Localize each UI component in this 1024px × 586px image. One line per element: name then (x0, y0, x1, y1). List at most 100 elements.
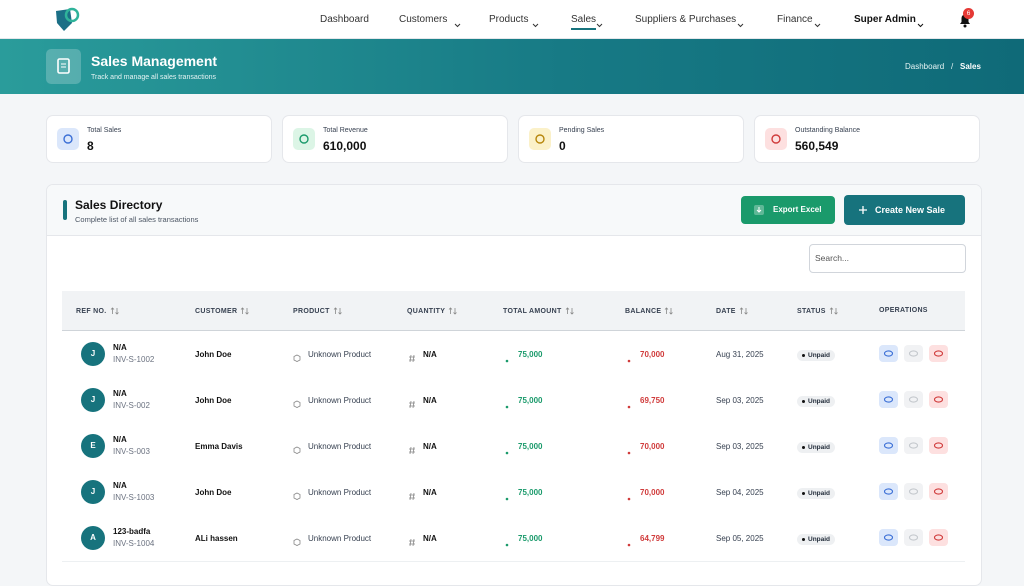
stat-label: Outstanding Balance (795, 127, 860, 134)
stat-icon (57, 128, 79, 150)
column-header[interactable]: BALANCE (625, 307, 674, 315)
product-icon-svg (293, 446, 301, 454)
dropdown-caret-svg (737, 23, 744, 28)
logo (56, 7, 80, 31)
product-icon (293, 488, 301, 506)
hash-icon-svg (409, 538, 415, 547)
edit-button[interactable] (904, 391, 923, 408)
table-row: J N/A INV-S-1002 John Doe Unknown Product N/A… (62, 331, 965, 378)
view-button[interactable] (879, 391, 898, 408)
nav-link[interactable]: Products (489, 14, 529, 25)
hash-icon-svg (409, 354, 415, 363)
currency-icon-svg (627, 451, 631, 455)
nav-link[interactable]: Finance (777, 14, 813, 25)
hash-icon (408, 396, 416, 414)
edit-button[interactable] (904, 437, 923, 454)
delete-button[interactable] (929, 437, 948, 454)
export-button[interactable]: Export Excel (741, 196, 835, 224)
stat-value: 0 (559, 139, 566, 153)
edit-button[interactable] (904, 345, 923, 362)
sort-icon[interactable] (565, 307, 575, 315)
currency-icon (505, 489, 510, 507)
sort-icon[interactable] (333, 307, 343, 315)
currency-icon-svg (505, 543, 509, 547)
sort-icon[interactable] (664, 307, 674, 315)
sort-icon[interactable] (448, 307, 458, 315)
customer: Emma Davis (195, 442, 243, 451)
top-nav: Dashboard Customers Products Sales Suppliers… (0, 0, 1024, 39)
quantity: N/A (423, 396, 437, 405)
sort-icon[interactable] (110, 307, 120, 315)
stat-card: Total Revenue 610,000 (282, 115, 508, 163)
dropdown-caret (917, 16, 924, 34)
plus-icon (859, 206, 867, 214)
delete-button[interactable] (929, 345, 948, 362)
column-header[interactable]: QUANTITY (407, 307, 458, 315)
directory-title: Sales Directory (75, 198, 163, 212)
product: Unknown Product (308, 396, 372, 405)
product: Unknown Product (308, 442, 372, 451)
total-amount: 75,000 (518, 396, 543, 405)
stat-label: Pending Sales (559, 127, 605, 134)
balance: 69,750 (640, 396, 665, 405)
stat-value: 610,000 (323, 139, 367, 153)
view-button[interactable] (879, 529, 898, 546)
product-icon (293, 442, 301, 460)
nav-link[interactable]: Suppliers & Purchases (635, 14, 737, 25)
currency-icon-svg (627, 497, 631, 501)
breadcrumb-link[interactable]: Dashboard (905, 62, 945, 71)
search-input[interactable]: Search... (809, 244, 966, 273)
edit-button[interactable] (904, 529, 923, 546)
column-header[interactable]: REF NO. (76, 307, 120, 315)
delete-button[interactable] (929, 483, 948, 500)
currency-icon (505, 443, 510, 461)
hash-icon-svg (409, 446, 415, 455)
delete-button[interactable] (929, 529, 948, 546)
view-button[interactable] (879, 345, 898, 362)
breadcrumb-current: Sales (960, 62, 981, 71)
column-header[interactable]: PRODUCT (293, 307, 343, 315)
sort-icon[interactable] (739, 307, 749, 315)
user-menu[interactable]: Super Admin (854, 14, 916, 25)
currency-icon-svg (627, 359, 631, 363)
date: Sep 04, 2025 (716, 488, 764, 497)
delete-button[interactable] (929, 391, 948, 408)
nav-link[interactable]: Dashboard (320, 14, 369, 25)
sort-icon[interactable] (829, 307, 839, 315)
customer: John Doe (195, 350, 232, 359)
edit-button[interactable] (904, 483, 923, 500)
view-button[interactable] (879, 437, 898, 454)
status-badge: Unpaid (797, 442, 836, 453)
sort-icon[interactable] (240, 307, 250, 315)
view-button[interactable] (879, 483, 898, 500)
stat-value: 8 (87, 139, 94, 153)
customer: John Doe (195, 488, 232, 497)
currency-icon (505, 397, 510, 415)
product: Unknown Product (308, 488, 372, 497)
product-icon (293, 396, 301, 414)
currency-icon-svg (505, 497, 509, 501)
quantity: N/A (423, 350, 437, 359)
hash-icon-svg (409, 400, 415, 409)
total-amount: 75,000 (518, 442, 543, 451)
product-icon (293, 534, 301, 552)
ref-no: N/A (113, 435, 127, 444)
column-header[interactable]: TOTAL AMOUNT (503, 307, 575, 315)
directory-header (47, 185, 981, 236)
dropdown-caret-svg (814, 23, 821, 28)
currency-icon (627, 351, 632, 369)
stat-label: Total Revenue (323, 127, 368, 134)
stat-icon (765, 128, 787, 150)
invoice-no: INV-S-002 (113, 401, 150, 410)
accent-bar (63, 200, 67, 220)
column-header[interactable]: CUSTOMER (195, 307, 250, 315)
column-header[interactable]: STATUS (797, 307, 839, 315)
nav-link[interactable]: Customers (399, 14, 448, 25)
customer: John Doe (195, 396, 232, 405)
invoice-no: INV-S-1004 (113, 539, 155, 548)
stat-card: Outstanding Balance 560,549 (754, 115, 980, 163)
product-icon-svg (293, 492, 301, 500)
nav-link[interactable]: Sales (571, 14, 597, 30)
hash-icon-svg (409, 492, 415, 501)
column-header[interactable]: DATE (716, 307, 749, 315)
